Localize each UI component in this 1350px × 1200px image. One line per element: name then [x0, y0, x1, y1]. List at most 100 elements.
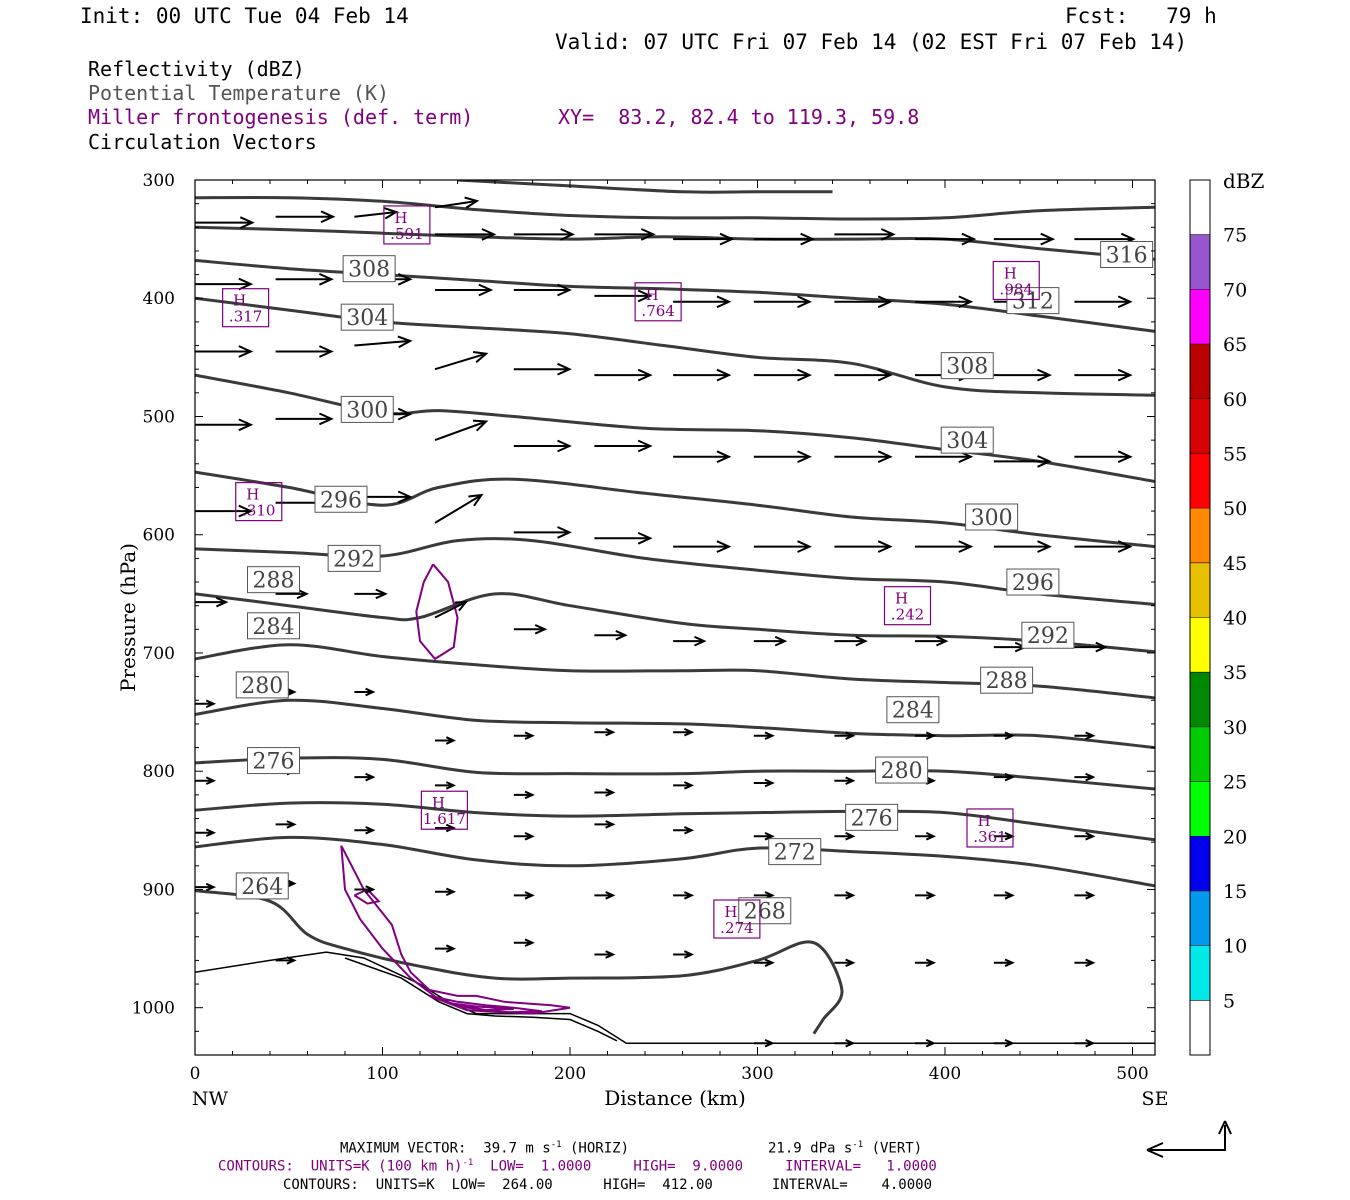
fronto-max-box [992, 260, 1040, 301]
circulation-vector [513, 831, 535, 841]
fronto-max-label: H [1004, 265, 1017, 283]
circulation-vector [1074, 450, 1133, 464]
theta-label-box [247, 747, 300, 775]
circulation-vector [594, 368, 653, 382]
circulation-vector [594, 950, 616, 959]
fronto-max-value: .242 [891, 606, 924, 624]
theta-label: 272 [774, 841, 816, 866]
circulation-vector [435, 887, 457, 897]
circulation-vector [834, 891, 856, 900]
colorbar-label: 65 [1223, 334, 1247, 356]
circulation-vector [195, 345, 254, 358]
theta-label-box [980, 666, 1034, 694]
fronto-max-box [883, 586, 932, 626]
theta-label-box [940, 426, 994, 454]
y-tick-label: 600 [143, 526, 175, 546]
left-end-label: NW [192, 1088, 229, 1110]
theta-label-box [327, 544, 381, 572]
circulation-vector [834, 831, 856, 841]
colorbar-label: 50 [1223, 498, 1247, 520]
theta-label: 284 [253, 615, 295, 640]
theta-contour-288 [195, 643, 1155, 700]
theta-label-box [235, 671, 289, 699]
circulation-vector [275, 956, 297, 965]
colorbar-swatch [1190, 945, 1210, 1001]
y-tick-label: 800 [143, 762, 175, 782]
circulation-vector [195, 596, 229, 608]
x-tick-label: 100 [366, 1064, 398, 1084]
circulation-vector [753, 831, 775, 841]
circulation-vector [915, 891, 937, 900]
field-potential-temperature: Potential Temperature (K) [88, 81, 390, 105]
circulation-vector [1074, 772, 1096, 782]
circulation-vector [195, 216, 255, 229]
colorbar-swatch [1190, 726, 1210, 782]
circulation-vector [513, 526, 572, 539]
plot-frame [194, 179, 1156, 1056]
theta-label-box [1006, 287, 1060, 315]
theta-label-box [1021, 621, 1075, 649]
fronto-max-box [222, 288, 270, 328]
circulation-vector [195, 828, 217, 837]
fronto-max-value: .310 [242, 502, 275, 520]
fronto-max-value: .317 [229, 308, 262, 326]
circulation-vector [993, 1038, 1015, 1048]
fronto-max-box [634, 282, 682, 322]
theta-label-box [875, 756, 929, 784]
fronto-contour-3 [429, 994, 543, 1014]
fronto-max-box [420, 790, 468, 830]
theta-label: 280 [881, 759, 923, 784]
circulation-vector [993, 772, 1015, 782]
circulation-vector [594, 788, 616, 797]
circulation-vector [434, 196, 480, 209]
theta-label: 304 [946, 429, 988, 454]
circulation-vector [673, 450, 732, 464]
fronto-max-label: H [646, 286, 659, 304]
circulation-vector [594, 727, 616, 737]
circulation-vector [435, 823, 457, 833]
colorbar-label: 45 [1223, 553, 1247, 575]
circulation-vector [834, 540, 893, 553]
circulation-vector [915, 831, 936, 841]
circulation-vector [915, 232, 977, 246]
circulation-vector [834, 1038, 856, 1048]
colorbar-swatch [1190, 398, 1210, 454]
circulation-vector [513, 938, 535, 947]
theta-label: 316 [1106, 243, 1148, 268]
circulation-vector [673, 781, 695, 790]
theta-contour-272 [195, 835, 1155, 888]
theta-contour-324 [457, 180, 833, 194]
circulation-vector [195, 699, 217, 709]
circulation-vector [993, 958, 1015, 968]
circulation-vector [834, 635, 868, 647]
circulation-vector [354, 885, 376, 894]
x-axis-title: Distance (km) [604, 1086, 746, 1110]
colorbar-swatch [1190, 234, 1210, 290]
colorbar-swatch [1190, 672, 1210, 727]
theta-contour-320 [195, 195, 1155, 221]
theta-label-box [340, 303, 394, 331]
colorbar-label: 60 [1223, 389, 1247, 411]
fronto-max-box [235, 482, 283, 522]
circulation-vector [915, 295, 974, 309]
reference-vector [1146, 1120, 1232, 1158]
fronto-max-box [383, 205, 431, 245]
fronto-max-value: .361 [973, 828, 1006, 846]
cross-section-endpoints: XY= 83.2, 82.4 to 119.3, 59.8 [558, 105, 920, 129]
colorbar-label: 15 [1223, 881, 1247, 903]
fronto-max-box [966, 808, 1014, 848]
theta-label-box [1100, 240, 1154, 268]
colorbar-label: 40 [1223, 608, 1247, 630]
circulation-vector [435, 228, 497, 241]
theta-label: 292 [333, 547, 375, 572]
x-tick-label: 400 [929, 1064, 961, 1084]
circulation-vector [513, 624, 548, 635]
theta-label: 276 [253, 750, 295, 775]
theta-label-box [940, 352, 994, 380]
colorbar-swatch [1190, 890, 1210, 946]
theta-contour-276 [195, 801, 1155, 842]
colorbar-label: 55 [1223, 443, 1247, 465]
theta-label: 296 [1012, 571, 1054, 596]
colorbar-label: 25 [1223, 772, 1247, 794]
